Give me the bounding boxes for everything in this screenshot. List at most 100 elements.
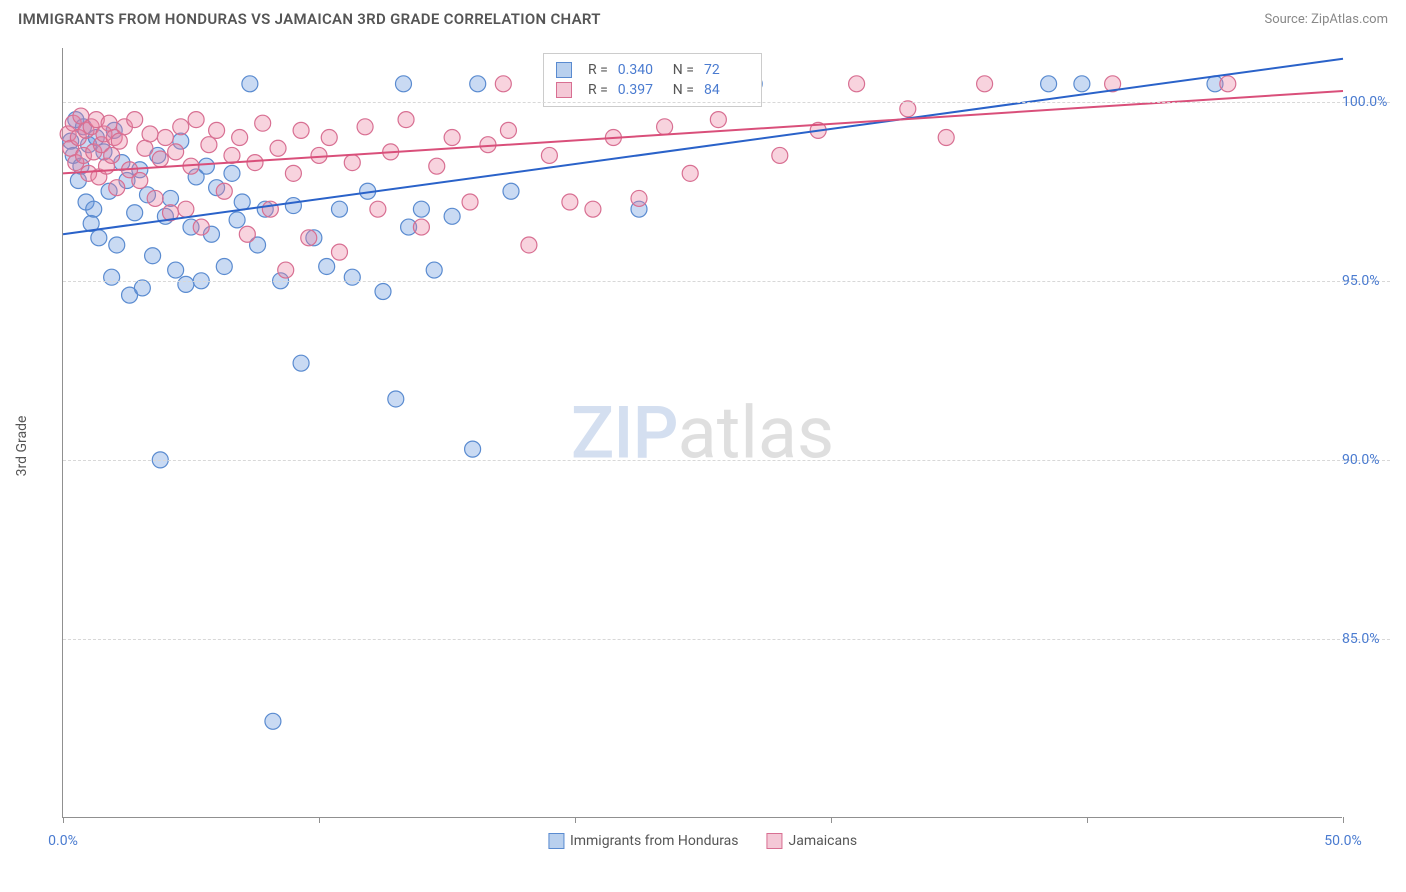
- scatter-point-honduras: [1074, 76, 1090, 92]
- gridline-h: [63, 460, 1390, 461]
- scatter-point-honduras: [1041, 76, 1057, 92]
- scatter-point-jamaicans: [321, 130, 337, 146]
- scatter-point-jamaicans: [270, 140, 286, 156]
- scatter-point-jamaicans: [710, 112, 726, 128]
- title-bar: IMMIGRANTS FROM HONDURAS VS JAMAICAN 3RD…: [18, 10, 1388, 28]
- scatter-point-honduras: [285, 198, 301, 214]
- scatter-point-honduras: [293, 355, 309, 371]
- scatter-point-jamaicans: [413, 219, 429, 235]
- scatter-point-jamaicans: [938, 130, 954, 146]
- y-tick-label: 95.0%: [1342, 273, 1402, 289]
- scatter-point-jamaicans: [239, 226, 255, 242]
- gridline-h: [63, 102, 1390, 103]
- scatter-point-jamaicans: [285, 165, 301, 181]
- scatter-point-honduras: [375, 284, 391, 300]
- x-tick: [1343, 817, 1344, 823]
- legend-bottom: Immigrants from Honduras Jamaicans: [548, 833, 857, 849]
- source-link[interactable]: ZipAtlas.com: [1311, 12, 1388, 27]
- scatter-point-jamaicans: [137, 140, 153, 156]
- scatter-point-jamaicans: [127, 112, 143, 128]
- y-axis-label: 3rd Grade: [14, 416, 30, 477]
- scatter-point-jamaicans: [562, 194, 578, 210]
- scatter-point-honduras: [198, 158, 214, 174]
- source-attribution: Source: ZipAtlas.com: [1264, 12, 1388, 27]
- scatter-point-honduras: [395, 76, 411, 92]
- scatter-svg: [63, 48, 1342, 817]
- legend-label-jamaicans: Jamaicans: [789, 833, 858, 849]
- scatter-point-honduras: [413, 201, 429, 217]
- scatter-point-jamaicans: [682, 165, 698, 181]
- scatter-point-jamaicans: [209, 122, 225, 138]
- plot-area: ZIPatlas R = 0.340 N = 72 R = 0.397 N = …: [62, 48, 1342, 818]
- n-label: N =: [673, 62, 694, 78]
- scatter-point-honduras: [331, 201, 347, 217]
- scatter-point-jamaicans: [188, 112, 204, 128]
- scatter-point-honduras: [465, 441, 481, 457]
- scatter-point-honduras: [470, 76, 486, 92]
- scatter-point-jamaicans: [900, 101, 916, 117]
- scatter-point-jamaicans: [849, 76, 865, 92]
- scatter-point-jamaicans: [216, 183, 232, 199]
- r-value-jamaicans: 0.397: [618, 82, 663, 98]
- scatter-point-jamaicans: [398, 112, 414, 128]
- scatter-point-jamaicans: [521, 237, 537, 253]
- scatter-point-honduras: [242, 76, 258, 92]
- x-tick-label: 0.0%: [48, 833, 78, 849]
- scatter-point-honduras: [229, 212, 245, 228]
- scatter-point-honduras: [224, 165, 240, 181]
- scatter-point-honduras: [426, 262, 442, 278]
- scatter-point-honduras: [86, 201, 102, 217]
- scatter-point-honduras: [163, 190, 179, 206]
- scatter-point-jamaicans: [111, 133, 127, 149]
- scatter-point-jamaicans: [331, 244, 347, 260]
- scatter-point-jamaicans: [311, 147, 327, 163]
- legend-swatch-honduras: [548, 833, 564, 849]
- legend-swatch-jamaicans: [767, 833, 783, 849]
- scatter-point-jamaicans: [168, 144, 184, 160]
- scatter-point-honduras: [91, 230, 107, 246]
- scatter-point-jamaicans: [109, 180, 125, 196]
- scatter-point-jamaicans: [1220, 76, 1236, 92]
- source-prefix: Source:: [1264, 12, 1311, 27]
- scatter-point-jamaicans: [772, 147, 788, 163]
- gridline-h: [63, 639, 1390, 640]
- scatter-point-jamaicans: [977, 76, 993, 92]
- scatter-point-honduras: [216, 258, 232, 274]
- x-tick-label: 50.0%: [1324, 833, 1362, 849]
- scatter-point-honduras: [265, 713, 281, 729]
- scatter-point-jamaicans: [444, 130, 460, 146]
- n-value-honduras: 72: [704, 62, 749, 78]
- swatch-honduras: [556, 62, 572, 78]
- gridline-h: [63, 281, 1390, 282]
- scatter-point-jamaicans: [585, 201, 601, 217]
- scatter-point-jamaicans: [147, 190, 163, 206]
- scatter-point-honduras: [234, 194, 250, 210]
- scatter-point-jamaicans: [541, 147, 557, 163]
- scatter-point-honduras: [319, 258, 335, 274]
- scatter-point-honduras: [134, 280, 150, 296]
- legend-item-honduras: Immigrants from Honduras: [548, 833, 739, 849]
- scatter-point-jamaicans: [132, 173, 148, 189]
- scatter-point-jamaicans: [173, 119, 189, 135]
- chart-title: IMMIGRANTS FROM HONDURAS VS JAMAICAN 3RD…: [18, 10, 601, 28]
- y-tick-label: 100.0%: [1342, 94, 1402, 110]
- r-label: R =: [588, 62, 608, 78]
- x-tick: [575, 817, 576, 823]
- x-tick: [63, 817, 64, 823]
- scatter-point-jamaicans: [152, 151, 168, 167]
- scatter-point-jamaicans: [157, 130, 173, 146]
- scatter-point-jamaicans: [495, 76, 511, 92]
- scatter-point-honduras: [104, 269, 120, 285]
- scatter-point-honduras: [178, 276, 194, 292]
- scatter-point-honduras: [388, 391, 404, 407]
- r-value-honduras: 0.340: [618, 62, 663, 78]
- scatter-point-honduras: [145, 248, 161, 264]
- stats-row-honduras: R = 0.340 N = 72: [556, 60, 749, 80]
- scatter-point-jamaicans: [232, 130, 248, 146]
- legend-label-honduras: Immigrants from Honduras: [570, 833, 739, 849]
- n-label: N =: [673, 82, 694, 98]
- scatter-point-jamaicans: [657, 119, 673, 135]
- legend-item-jamaicans: Jamaicans: [767, 833, 858, 849]
- scatter-point-jamaicans: [500, 122, 516, 138]
- x-tick: [319, 817, 320, 823]
